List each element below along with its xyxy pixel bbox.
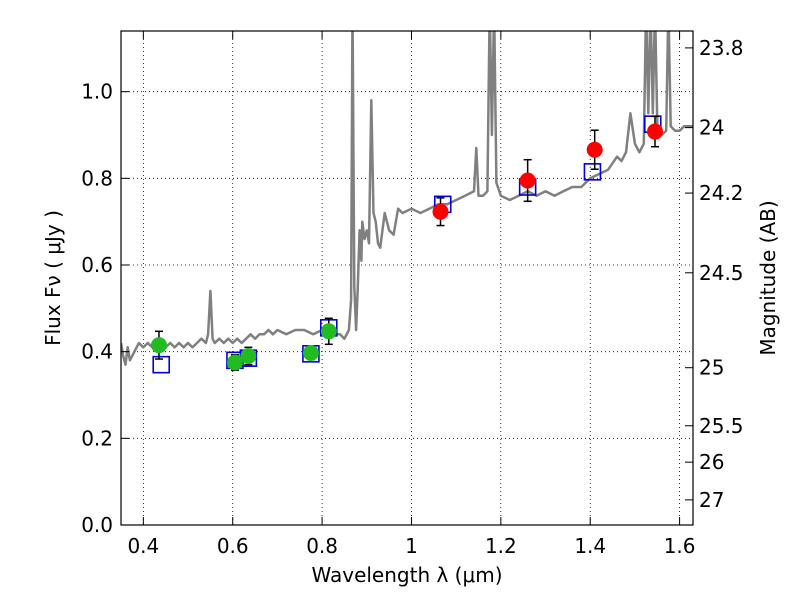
right-tick-label: 25.5 <box>699 414 744 438</box>
x-tick-label: 0.6 <box>217 534 249 558</box>
right-tick-label: 23.8 <box>699 36 744 60</box>
observed-photometry-point <box>432 203 449 220</box>
x-tick-label: 0.8 <box>306 534 338 558</box>
observed-photometry-point <box>586 141 603 158</box>
observed-photometry-point <box>519 172 536 189</box>
observed-photometry-point <box>226 354 243 371</box>
y-tick-label: 0.2 <box>81 426 113 450</box>
x-tick-label: 1 <box>405 534 418 558</box>
y-tick-label: 0.0 <box>81 513 113 537</box>
photometry-layer <box>150 115 664 374</box>
right-tick-label: 25 <box>699 356 724 380</box>
right-tick-label: 24.2 <box>699 181 744 205</box>
grid-layer <box>121 31 693 526</box>
x-tick-label: 0.4 <box>127 534 159 558</box>
right-axis-label: Magnitude (AB) <box>756 200 780 355</box>
y-tick-label: 1.0 <box>81 80 113 104</box>
right-tick-label: 26 <box>699 450 724 474</box>
y-tick-label: 0.8 <box>81 166 113 190</box>
plot-frame <box>120 30 694 526</box>
x-tick-label: 1.4 <box>574 534 606 558</box>
observed-photometry-point <box>320 323 337 340</box>
tick-layer: 0.4 0.6 0.8 1 1.2 1.4 1.6 0.0 0.2 0.4 0.6 0.8 1.0 23.… <box>81 31 744 558</box>
right-tick-label: 27 <box>699 488 724 512</box>
observed-photometry-point <box>240 348 257 364</box>
x-tick-label: 1.6 <box>664 534 696 558</box>
y-tick-label: 0.6 <box>81 253 113 277</box>
y-tick-label: 0.4 <box>81 340 113 364</box>
observed-photometry-point <box>647 123 664 140</box>
right-tick-label: 24 <box>699 116 724 140</box>
model-spectrum-layer <box>121 31 693 366</box>
observed-photometry-point <box>302 344 319 361</box>
observed-photometry-point <box>150 337 167 354</box>
x-axis-label: Wavelength λ (μm) <box>311 563 502 587</box>
model-spectrum-line <box>121 31 693 366</box>
y-axis-label: Flux Fν ( μJy ) <box>41 210 65 346</box>
right-tick-label: 24.5 <box>699 261 744 285</box>
model-photometry-square <box>152 355 171 374</box>
model-photometry-square <box>583 163 602 181</box>
x-tick-label: 1.2 <box>485 534 517 558</box>
